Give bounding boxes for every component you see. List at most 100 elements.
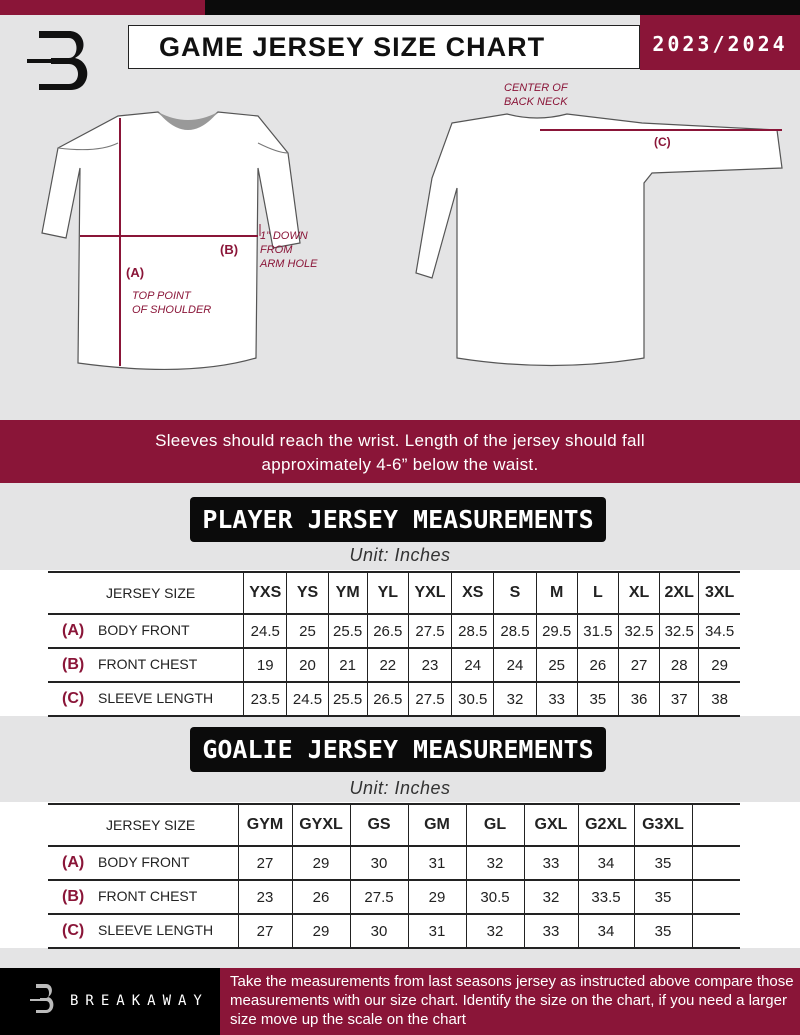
measurement-cell: 32.5 <box>659 614 699 649</box>
size-header-row: JERSEY SIZE YXS YS YM YL YXL XS S M L XL 2XL 3XL <box>48 571 740 615</box>
size-header: GYXL <box>291 803 350 847</box>
measurement-cell: 25.5 <box>327 614 368 649</box>
measurement-cell: 38 <box>698 682 740 717</box>
measurement-cell: 32 <box>465 914 524 949</box>
size-header: M <box>535 571 578 615</box>
measurement-row: (C) SLEEVE LENGTH 27 29 30 31 32 33 34 35 <box>48 914 740 949</box>
measurement-cell: 33 <box>535 682 578 717</box>
arm-hole-note: 1” DOWN FROM ARM HOLE <box>260 229 317 271</box>
measurement-cell: 26 <box>291 880 350 915</box>
row-label: (B) FRONT CHEST <box>48 648 244 683</box>
player-unit: Unit: Inches <box>349 545 451 565</box>
row-letter: (A) <box>62 622 85 639</box>
measurement-cell: 30.5 <box>465 880 524 915</box>
size-header: GL <box>465 803 524 847</box>
fit-instructions-band: Sleeves should reach the wrist. Length o… <box>0 420 800 483</box>
measurement-cell: 24 <box>451 648 494 683</box>
row-name: FRONT CHEST <box>98 888 198 904</box>
measurement-cell: 29 <box>407 880 466 915</box>
breakaway-logo <box>27 31 88 90</box>
label-c: (C) <box>654 135 671 149</box>
brand-name: BREAKAWAY <box>70 993 209 1009</box>
measurement-cell: 36 <box>617 682 660 717</box>
measurement-cell: 32 <box>493 682 537 717</box>
measurement-cell: 24.5 <box>286 682 329 717</box>
band-line: Sleeves should reach the wrist. Length o… <box>155 431 645 450</box>
size-header: GXL <box>523 803 578 847</box>
measurement-cell: 30.5 <box>451 682 494 717</box>
measurement-cell <box>691 846 740 881</box>
measurement-row: (B) FRONT CHEST 19 20 21 22 23 24 24 25 26 27 28 29 <box>48 648 740 683</box>
measurement-cell: 33 <box>523 914 578 949</box>
row-letter: (C) <box>62 922 85 939</box>
size-header: YXL <box>407 571 452 615</box>
size-header: YM <box>327 571 368 615</box>
player-size-table: JERSEY SIZE YXS YS YM YL YXL XS S M L XL 2XL 3XL (A) B… <box>48 571 740 717</box>
row-label: (B) FRONT CHEST <box>48 880 238 915</box>
measurement-cell: 29 <box>698 648 740 683</box>
measurement-cell: 21 <box>327 648 368 683</box>
size-header: XL <box>617 571 660 615</box>
measurement-cell: 29 <box>291 846 350 881</box>
measurement-row: (A) BODY FRONT 24.5 25 25.5 26.5 27.5 28.5 28.5 2… <box>48 614 740 649</box>
measurement-row: (B) FRONT CHEST 23 26 27.5 29 30.5 32 33.5 35 <box>48 880 740 915</box>
size-header-label: JERSEY SIZE <box>48 571 244 615</box>
goalie-heading: GOALIE JERSEY MEASUREMENTS <box>190 727 606 772</box>
back-jersey-diagram <box>415 113 783 367</box>
row-label: (A) BODY FRONT <box>48 614 244 649</box>
size-header-label: JERSEY SIZE <box>48 803 238 847</box>
measurement-cell: 31.5 <box>576 614 619 649</box>
measurement-cell: 27 <box>237 914 292 949</box>
size-header: YL <box>366 571 409 615</box>
measurement-cell: 23 <box>407 648 452 683</box>
measurement-cell: 32 <box>465 846 524 881</box>
measurement-cell: 27 <box>617 648 660 683</box>
note-line: BACK NECK <box>504 96 568 108</box>
row-name: FRONT CHEST <box>98 656 198 672</box>
footer-instructions: Take the measurements from last seasons … <box>220 968 800 1035</box>
note-line: TOP POINT <box>132 290 191 302</box>
size-header: 2XL <box>659 571 699 615</box>
row-letter: (C) <box>62 690 85 707</box>
row-name: BODY FRONT <box>98 622 190 638</box>
note-line: CENTER OF <box>504 82 568 94</box>
size-header: 3XL <box>698 571 740 615</box>
size-header: YXS <box>243 571 287 615</box>
row-name: SLEEVE LENGTH <box>98 690 214 706</box>
size-header: YS <box>286 571 329 615</box>
size-header-row: JERSEY SIZE GYM GYXL GS GM GL GXL G2XL G3XL <box>48 803 740 847</box>
measurement-cell: 35 <box>576 682 619 717</box>
size-header: GM <box>407 803 466 847</box>
footer-brand: BREAKAWAY <box>0 968 220 1035</box>
note-line: FROM <box>260 244 293 256</box>
label-a: (A) <box>126 265 145 280</box>
goalie-unit: Unit: Inches <box>349 778 451 798</box>
measurement-cell: 28.5 <box>451 614 494 649</box>
top-point-note: TOP POINT OF SHOULDER <box>132 289 211 317</box>
measurement-cell: 34.5 <box>698 614 740 649</box>
goalie-size-table: JERSEY SIZE GYM GYXL GS GM GL GXL G2XL G3XL (A) BO… <box>48 803 740 949</box>
top-accent-bar <box>0 0 205 15</box>
measurement-cell: 25 <box>286 614 329 649</box>
measurement-cell: 33 <box>523 846 578 881</box>
row-label: (C) SLEEVE LENGTH <box>48 682 244 717</box>
measurement-cell: 29.5 <box>535 614 578 649</box>
note-line: 1” DOWN <box>260 230 308 242</box>
page-title: GAME JERSEY SIZE CHART <box>128 25 640 69</box>
player-heading: PLAYER JERSEY MEASUREMENTS <box>190 497 606 542</box>
measurement-cell <box>691 914 740 949</box>
measurement-cell: 23 <box>237 880 292 915</box>
measurement-cell: 28 <box>659 648 699 683</box>
row-label: (A) BODY FRONT <box>48 846 238 881</box>
center-back-neck-note: CENTER OF BACK NECK <box>504 81 568 109</box>
measurement-cell: 26.5 <box>366 614 409 649</box>
season-label: 2023/2024 <box>640 15 800 70</box>
measurement-cell: 31 <box>407 914 466 949</box>
row-name: SLEEVE LENGTH <box>98 922 214 938</box>
measurement-cell: 20 <box>286 648 329 683</box>
top-dark-bar <box>205 0 800 15</box>
measurement-cell: 26.5 <box>366 682 409 717</box>
band-line: approximately 4-6” below the waist. <box>261 455 539 474</box>
measurement-cell: 26 <box>576 648 619 683</box>
measurement-cell: 23.5 <box>243 682 287 717</box>
